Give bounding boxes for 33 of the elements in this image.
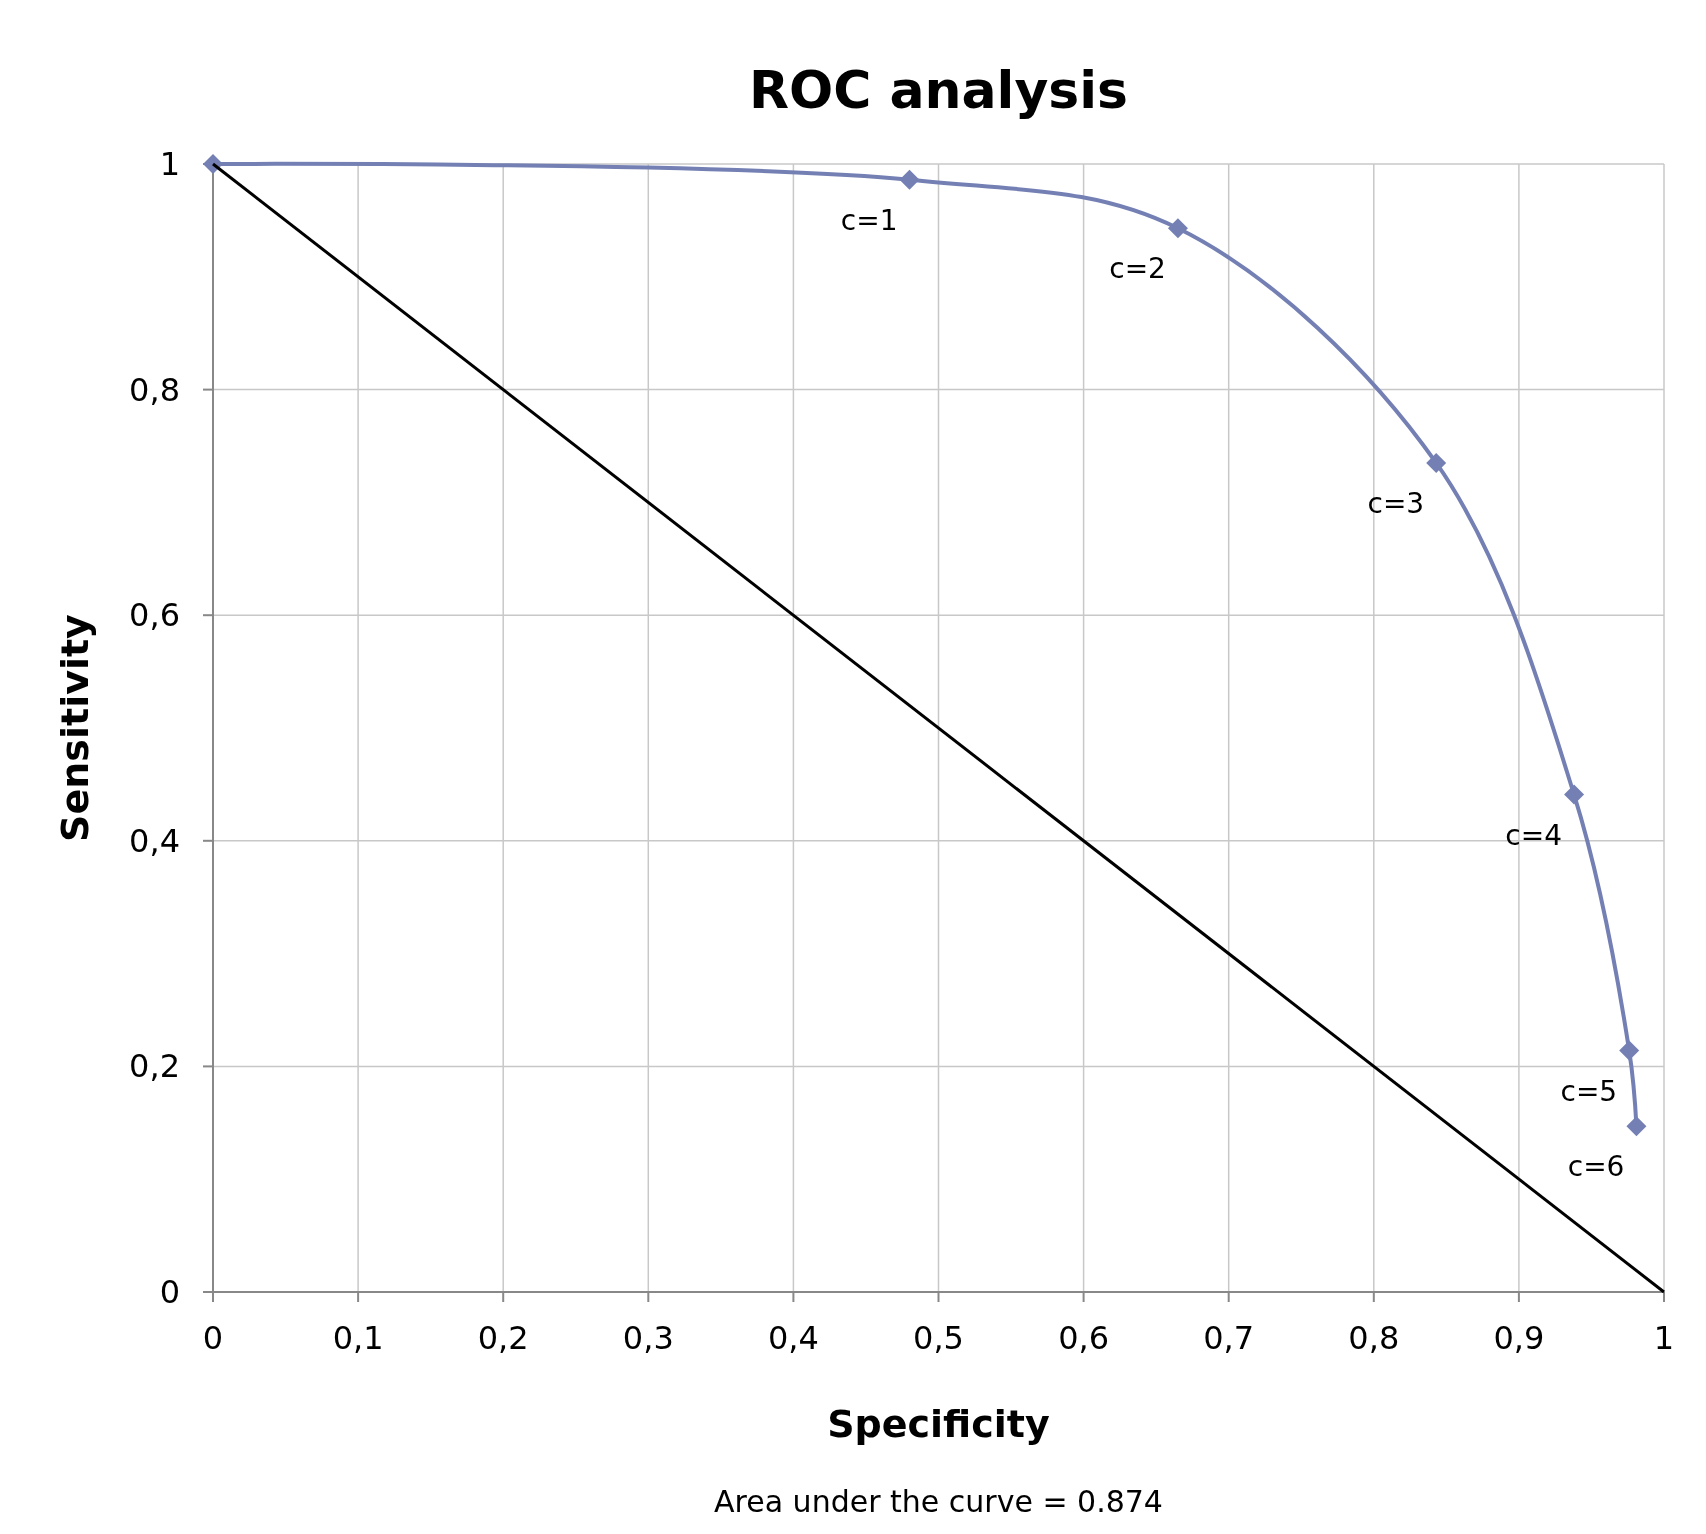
x-tick-label: 0,6 [1058, 1319, 1110, 1357]
x-tick-label: 0,8 [1348, 1319, 1400, 1357]
x-axis-title: Specificity [827, 1402, 1050, 1446]
y-tick-label: 0,2 [129, 1047, 180, 1086]
x-tick-label: 0,1 [332, 1319, 384, 1357]
x-tick-label: 0,9 [1493, 1319, 1545, 1357]
point [1426, 452, 1447, 473]
point [899, 169, 920, 190]
y-tick-label: 0,4 [129, 821, 180, 860]
x-tick-label: 0,7 [1203, 1319, 1255, 1357]
x-tick-label: 0 [202, 1319, 224, 1357]
annotation: c=5 [1560, 1074, 1618, 1108]
annotation: c=6 [1567, 1150, 1625, 1184]
x-tick-label: 1 [1653, 1319, 1675, 1357]
y-tick-label: 0 [159, 1273, 180, 1311]
point [1626, 1116, 1647, 1137]
y-tick-label: 0,8 [129, 370, 180, 409]
point [1619, 1040, 1640, 1061]
y-axis-title: Sensitivity [53, 613, 97, 842]
annotation: c=1 [840, 203, 898, 237]
x-tick-label: 0,4 [767, 1319, 819, 1357]
annotation: c=4 [1505, 818, 1563, 852]
x-tick-label: 0,3 [622, 1319, 674, 1357]
annotation: c=2 [1109, 252, 1166, 286]
y-tick-label: 0,6 [129, 596, 180, 635]
y-tick-label: 1 [159, 145, 180, 183]
chart-title: ROC analysis [748, 60, 1129, 120]
point [1167, 218, 1188, 239]
annotation: c=3 [1367, 486, 1425, 520]
text: Area under the curve = 0.874 [714, 1484, 1163, 1519]
x-tick-label: 0,5 [913, 1319, 964, 1357]
point [1564, 784, 1585, 805]
x-tick-label: 0,2 [477, 1319, 529, 1357]
